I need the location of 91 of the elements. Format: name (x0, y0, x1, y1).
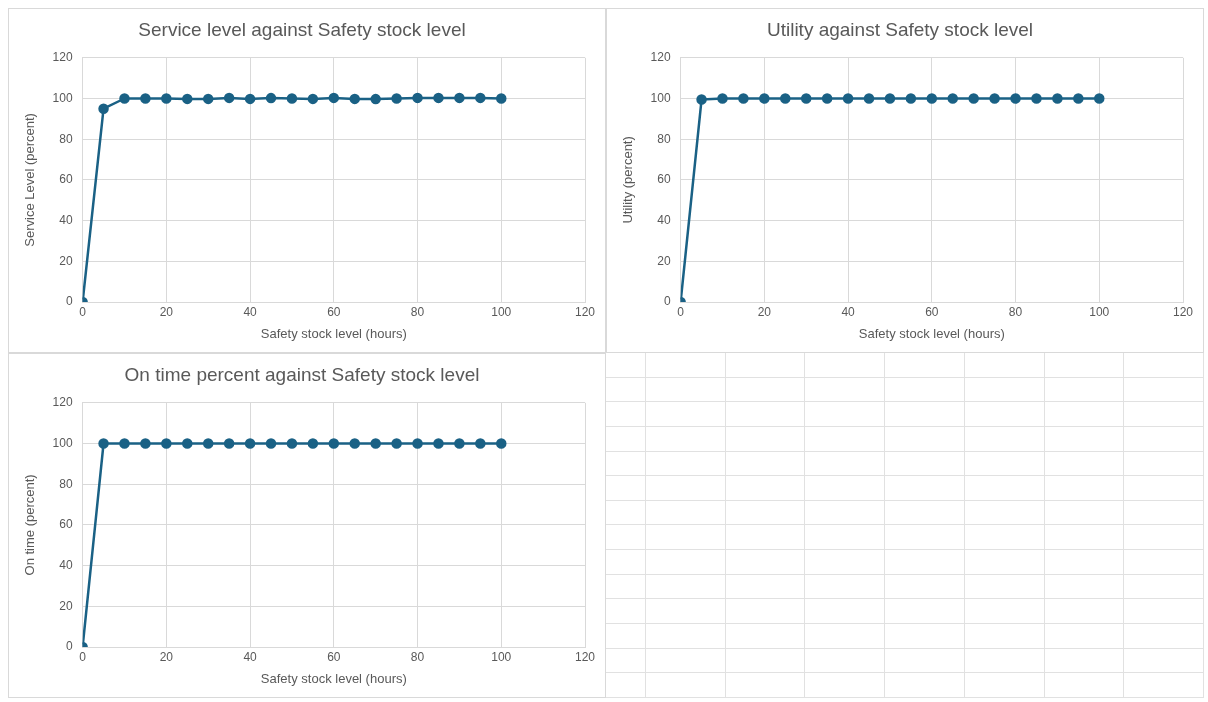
x-tick-label: 40 (243, 649, 258, 664)
point (780, 93, 791, 104)
x-tick-label: 100 (1089, 304, 1110, 319)
point (717, 93, 728, 104)
point (412, 92, 423, 104)
y-tick-label: 40 (59, 212, 73, 227)
point (968, 93, 979, 104)
point (1010, 93, 1021, 104)
y-tick-label: 20 (59, 253, 73, 268)
y-tick-label: 0 (663, 294, 671, 309)
y-tick-label: 80 (657, 131, 671, 146)
x-tick-label: 40 (243, 304, 258, 319)
x-axis-title: Safety stock level (hours) (260, 325, 407, 341)
x-tick-label: 80 (410, 649, 425, 664)
x-tick-label: 60 (925, 304, 939, 319)
y-axis-title: Service Level (percent) (22, 113, 38, 247)
y-tick-label: 0 (65, 294, 73, 309)
point (989, 93, 1000, 104)
y-axis-title: On time (percent) (22, 474, 38, 576)
point (140, 93, 151, 104)
point (454, 92, 465, 104)
y-tick-label: 20 (59, 598, 73, 613)
y-axis-title: Utility (percent) (620, 136, 636, 224)
x-axis-title: Safety stock level (hours) (260, 670, 407, 686)
point (738, 93, 749, 104)
x-tick-label: 20 (159, 649, 174, 664)
y-tick-label: 40 (657, 212, 671, 227)
x-tick-label: 40 (841, 304, 856, 319)
y-tick-label: 0 (65, 639, 73, 654)
x-tick-label: 20 (159, 304, 174, 319)
point (1094, 93, 1105, 104)
y-tick-label: 60 (59, 517, 73, 532)
x-tick-label: 120 (1172, 304, 1194, 319)
y-tick-label: 120 (52, 50, 73, 65)
point (842, 93, 854, 104)
point (328, 92, 340, 104)
point (884, 93, 896, 104)
x-tick-label: 120 (574, 649, 596, 664)
y-tick-label: 100 (52, 90, 73, 105)
point (307, 93, 319, 105)
y-tick-label: 120 (52, 395, 73, 410)
x-tick-label: 120 (574, 304, 596, 319)
point (905, 93, 917, 104)
point (1052, 93, 1063, 104)
chart-title: On time percent against Safety stock level (124, 363, 480, 385)
point (926, 93, 938, 104)
point (349, 93, 360, 105)
point (800, 93, 812, 104)
point (496, 93, 507, 104)
point (391, 93, 402, 104)
point (244, 93, 256, 105)
point (161, 93, 172, 104)
x-axis-title: Safety stock level (hours) (858, 325, 1005, 341)
x-tick-label: 60 (327, 304, 341, 319)
point (759, 93, 770, 104)
point (863, 93, 875, 104)
x-tick-label: 80 (410, 304, 425, 319)
point (947, 93, 958, 104)
y-tick-label: 20 (657, 253, 671, 268)
point (475, 92, 486, 104)
x-tick-label: 80 (1008, 304, 1023, 319)
point (696, 94, 707, 105)
point (202, 93, 214, 105)
point (119, 93, 130, 104)
point (286, 93, 298, 104)
x-tick-label: 0 (79, 304, 87, 319)
point (1031, 93, 1042, 104)
y-tick-label: 80 (59, 476, 73, 491)
y-tick-label: 80 (59, 131, 73, 146)
point (98, 103, 109, 114)
chart-title: Service level against Safety stock level (138, 18, 466, 40)
x-tick-label: 100 (491, 649, 512, 664)
x-tick-label: 100 (491, 304, 512, 319)
point (223, 92, 235, 104)
point (265, 92, 277, 104)
x-tick-label: 0 (79, 649, 87, 664)
point (370, 93, 381, 105)
x-tick-label: 60 (327, 649, 341, 664)
y-tick-label: 120 (650, 50, 671, 65)
point (1073, 93, 1084, 104)
y-tick-label: 40 (59, 557, 73, 572)
point (433, 92, 444, 104)
y-tick-label: 100 (650, 90, 671, 105)
x-tick-label: 0 (677, 304, 685, 319)
point (821, 93, 833, 104)
x-tick-label: 20 (757, 304, 772, 319)
point (182, 93, 193, 105)
y-tick-label: 60 (59, 172, 73, 187)
chart-title: Utility against Safety stock level (766, 18, 1034, 40)
y-tick-label: 60 (657, 172, 671, 187)
y-tick-label: 100 (52, 435, 73, 450)
